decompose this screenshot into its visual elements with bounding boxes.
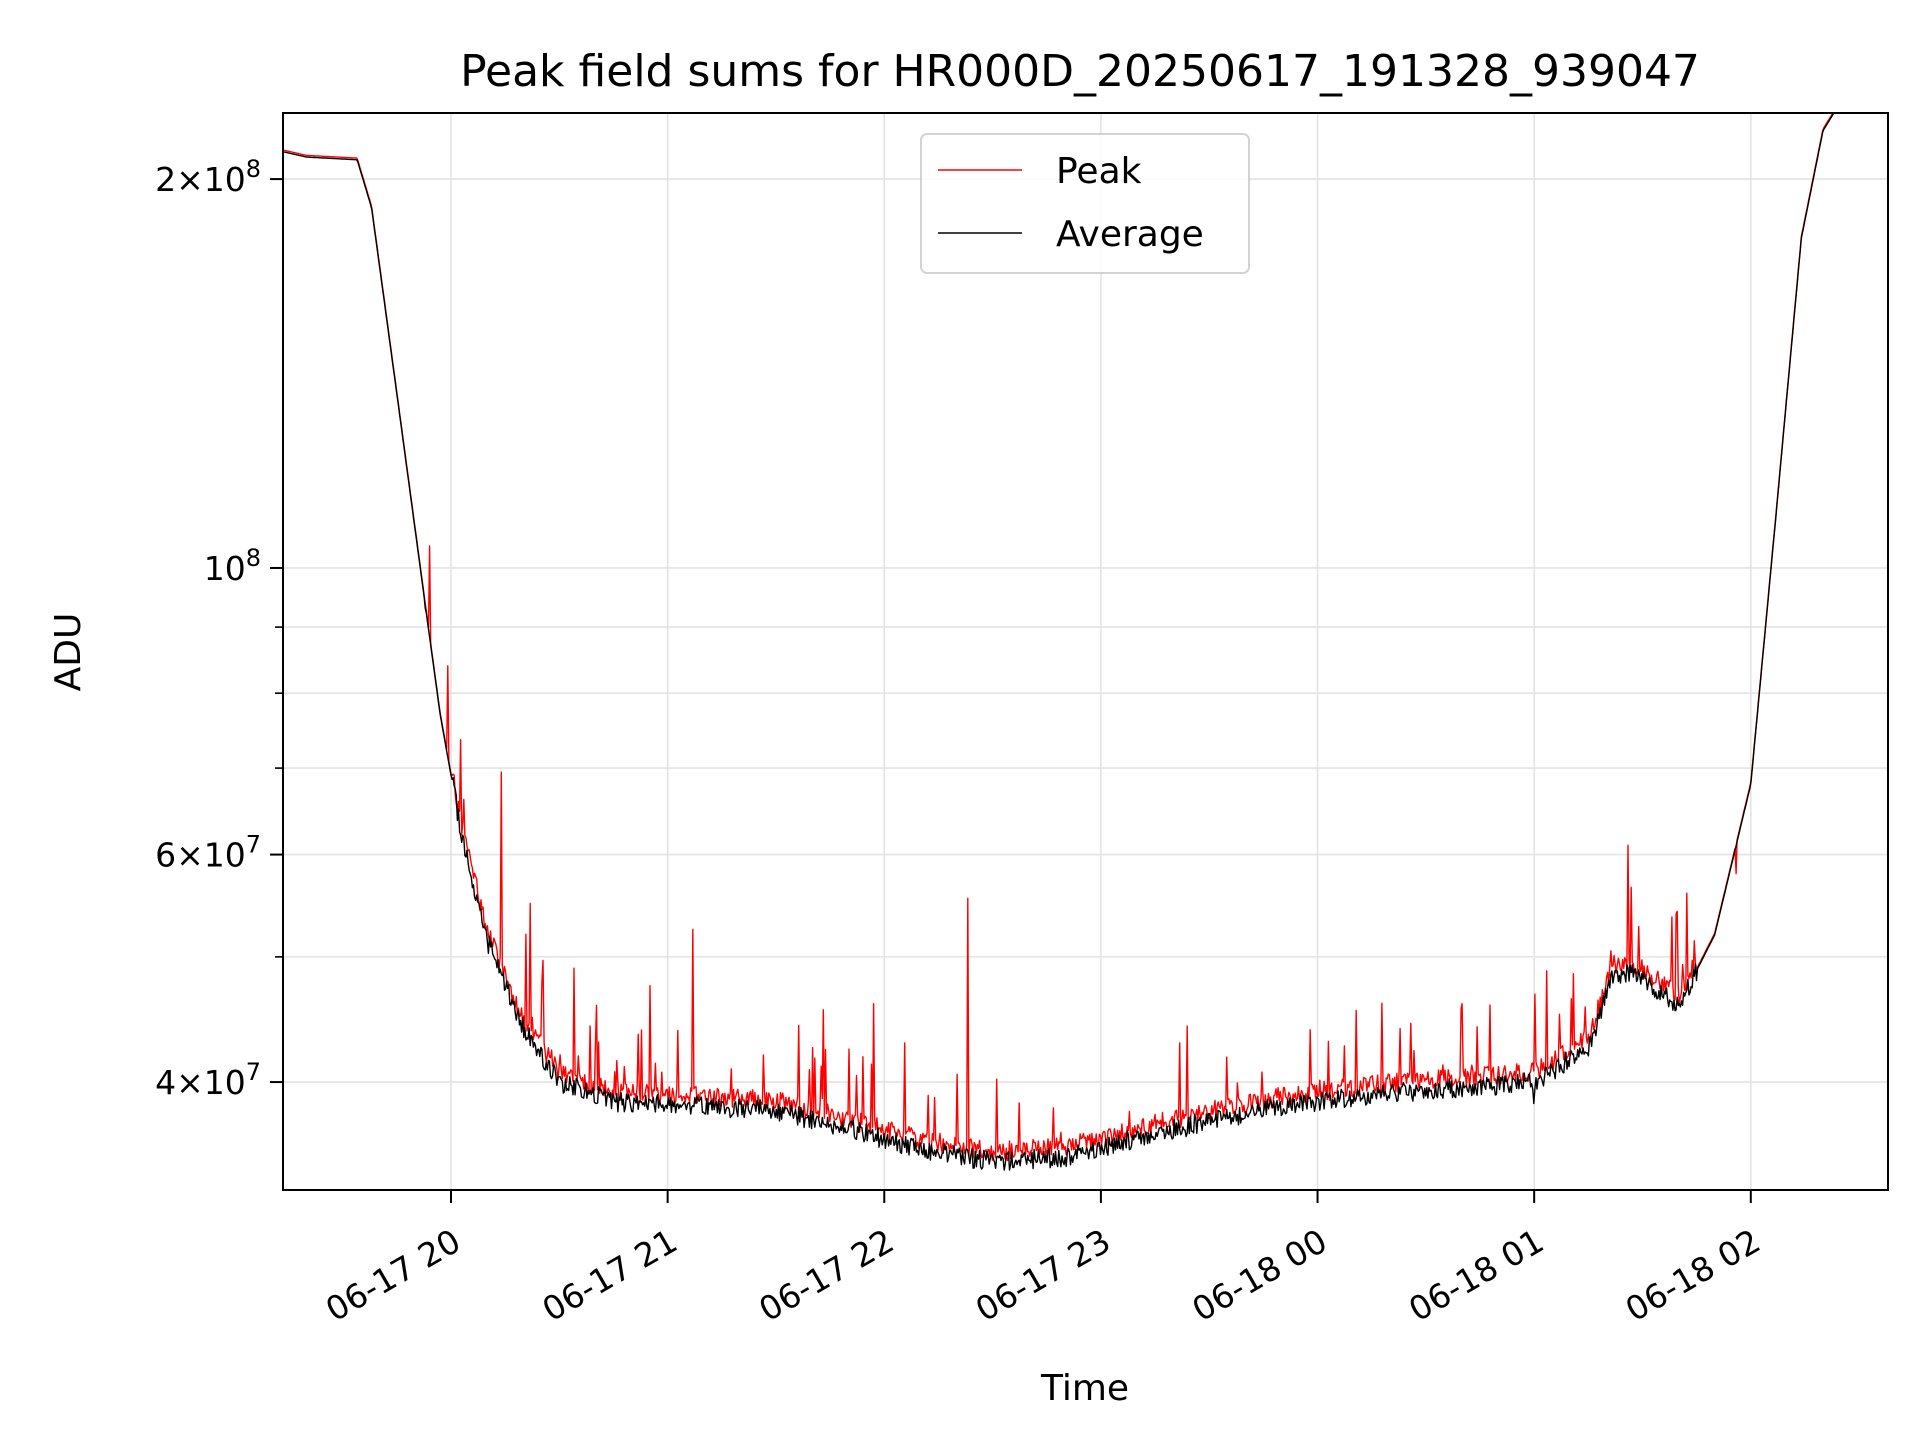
y-axis-label: ADU <box>48 613 89 692</box>
legend-label-peak: Peak <box>1056 151 1142 192</box>
legend: Peak Average <box>920 133 1250 274</box>
legend-box <box>920 133 1250 274</box>
series-line-peak <box>283 113 1834 1162</box>
y-tick-label: 2×108 <box>155 155 261 199</box>
y-tick-label: 4×107 <box>155 1058 261 1102</box>
x-axis-label: Time <box>1040 1368 1129 1409</box>
legend-label-average: Average <box>1056 214 1204 255</box>
chart-title: Peak field sums for HR000D_20250617_1913… <box>460 46 1700 97</box>
plot-frame <box>282 112 1889 1191</box>
series-line-average <box>283 113 1888 1171</box>
y-tick-label: 6×107 <box>155 831 261 875</box>
